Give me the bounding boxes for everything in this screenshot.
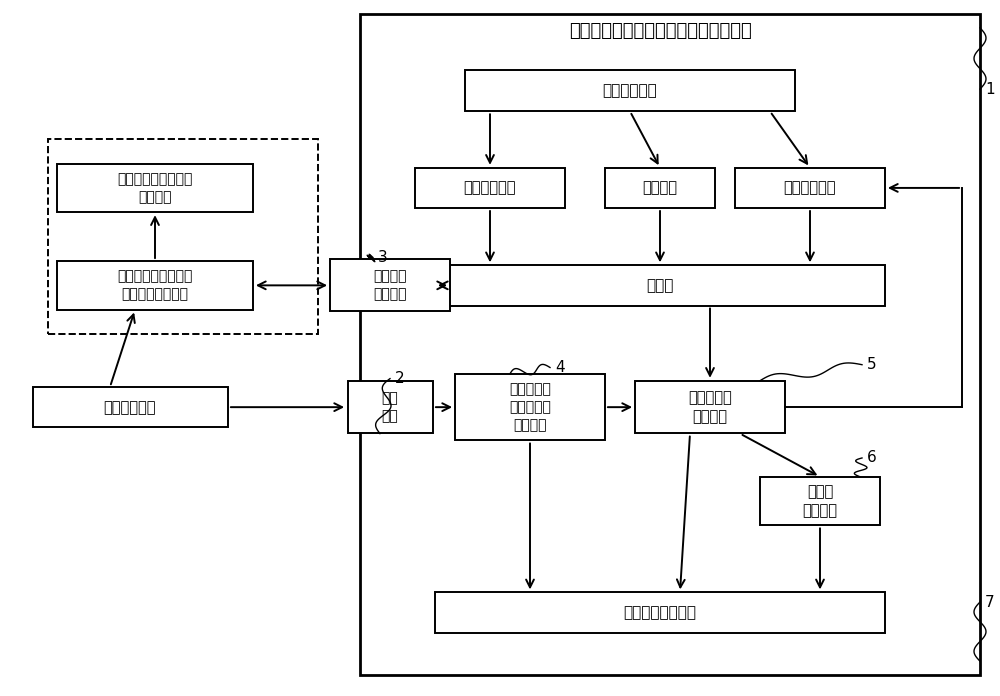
Text: 5: 5 [867,357,877,372]
Text: 蒸汽发生器传热管检
测机器人: 蒸汽发生器传热管检 测机器人 [117,172,193,204]
Bar [57,164,252,212]
Text: 7: 7 [985,594,995,610]
Bar [760,477,880,525]
Bar [330,259,450,312]
Text: 故障模拟: 故障模拟 [642,180,678,196]
Bar [455,374,605,441]
Bar [635,381,785,433]
Text: 检测机器人
仿真模块: 检测机器人 仿真模块 [688,390,732,425]
Text: 控制量: 控制量 [646,278,674,293]
Text: 4: 4 [555,360,565,375]
Text: 蒸汽发生器传热管检测机器人仿真系统: 蒸汽发生器传热管检测机器人仿真系统 [569,22,751,40]
Bar [735,168,885,208]
Bar [435,592,885,633]
Text: 仿真图形显示模块: 仿真图形显示模块 [624,605,696,620]
Bar [360,14,980,675]
Bar [415,168,565,208]
Text: 蒸汽发生器
传热管管板
仿真模块: 蒸汽发生器 传热管管板 仿真模块 [509,382,551,432]
Text: 6: 6 [867,450,877,466]
Bar [605,168,715,208]
Text: 用户切换选择: 用户切换选择 [104,400,156,415]
Bar [48,139,318,334]
Text: 仿真
接口: 仿真 接口 [382,391,398,423]
Text: 用户编程接口: 用户编程接口 [603,83,657,98]
Text: 信号处理
分析模块: 信号处理 分析模块 [373,269,407,301]
Text: 分析控制算法: 分析控制算法 [784,180,836,196]
Bar [32,387,228,427]
Bar [348,381,433,433]
Bar [435,265,885,306]
Text: 传感器
仿真模块: 传感器 仿真模块 [802,484,838,519]
Text: 1: 1 [985,81,995,97]
Bar [465,70,795,111]
Text: 3: 3 [378,250,388,265]
Bar [57,261,252,310]
Text: 2: 2 [395,371,405,386]
Text: 路径规划设置: 路径规划设置 [464,180,516,196]
Text: 蒸汽发生器传热管检
测机器人控制系统: 蒸汽发生器传热管检 测机器人控制系统 [117,269,193,301]
